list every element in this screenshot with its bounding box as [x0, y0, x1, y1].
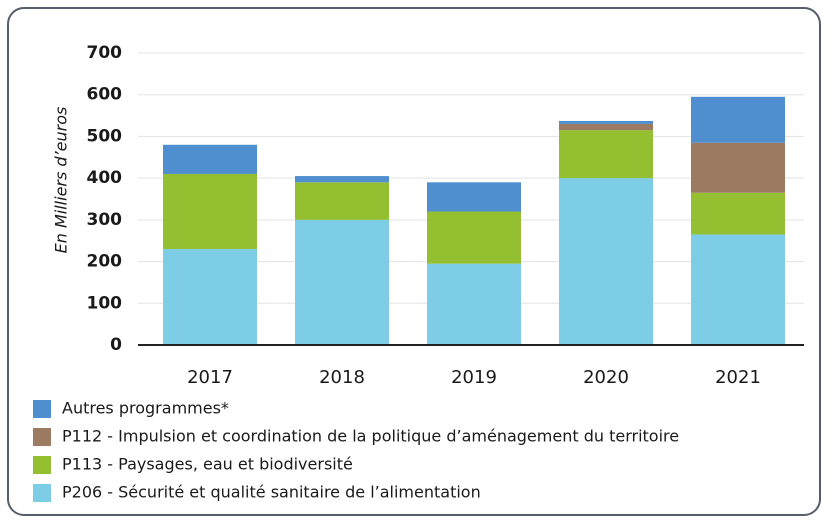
bar-segment [559, 130, 653, 179]
x-tick-label: 2018 [319, 367, 365, 388]
legend-label: P112 - Impulsion et coordination de la p… [62, 427, 679, 446]
y-tick-label: 200 [87, 252, 123, 272]
y-tick-label: 600 [87, 85, 123, 105]
y-tick-label: 300 [87, 210, 123, 230]
bar-segment [691, 234, 785, 345]
y-axis-title: En Milliers d’euros [52, 107, 71, 254]
bar-segment [295, 176, 389, 183]
legend-swatch [33, 456, 51, 474]
bar-segment [691, 142, 785, 193]
bar-segment [427, 211, 521, 264]
y-tick-label: 700 [87, 43, 123, 63]
legend-label: Autres programmes* [62, 399, 229, 418]
bar-segment [559, 120, 653, 124]
legend-swatch [33, 428, 51, 446]
bar-segment [163, 173, 257, 250]
bar-segment [559, 123, 653, 131]
x-tick-label: 2019 [451, 367, 497, 388]
bar-segment [295, 182, 389, 220]
legend-swatch [33, 400, 51, 418]
legend-swatch [33, 484, 51, 502]
x-tick-label: 2021 [715, 367, 761, 388]
bar-segment [163, 249, 257, 345]
bar-segment [427, 263, 521, 345]
x-tick-label: 2017 [187, 367, 233, 388]
legend-label: P206 - Sécurité et qualité sanitaire de … [62, 483, 481, 502]
bar-segment [559, 178, 653, 345]
y-tick-label: 0 [110, 335, 122, 355]
bar-segment [427, 182, 521, 212]
x-tick-label: 2020 [583, 367, 629, 388]
bar-segment [691, 96, 785, 143]
y-tick-label: 100 [87, 293, 123, 313]
y-tick-label: 500 [87, 126, 123, 146]
legend-label: P113 - Paysages, eau et biodiversité [62, 455, 353, 474]
y-tick-label: 400 [87, 168, 123, 188]
bar-segment [691, 192, 785, 235]
bar-segment [163, 144, 257, 174]
bar-segment [295, 219, 389, 345]
